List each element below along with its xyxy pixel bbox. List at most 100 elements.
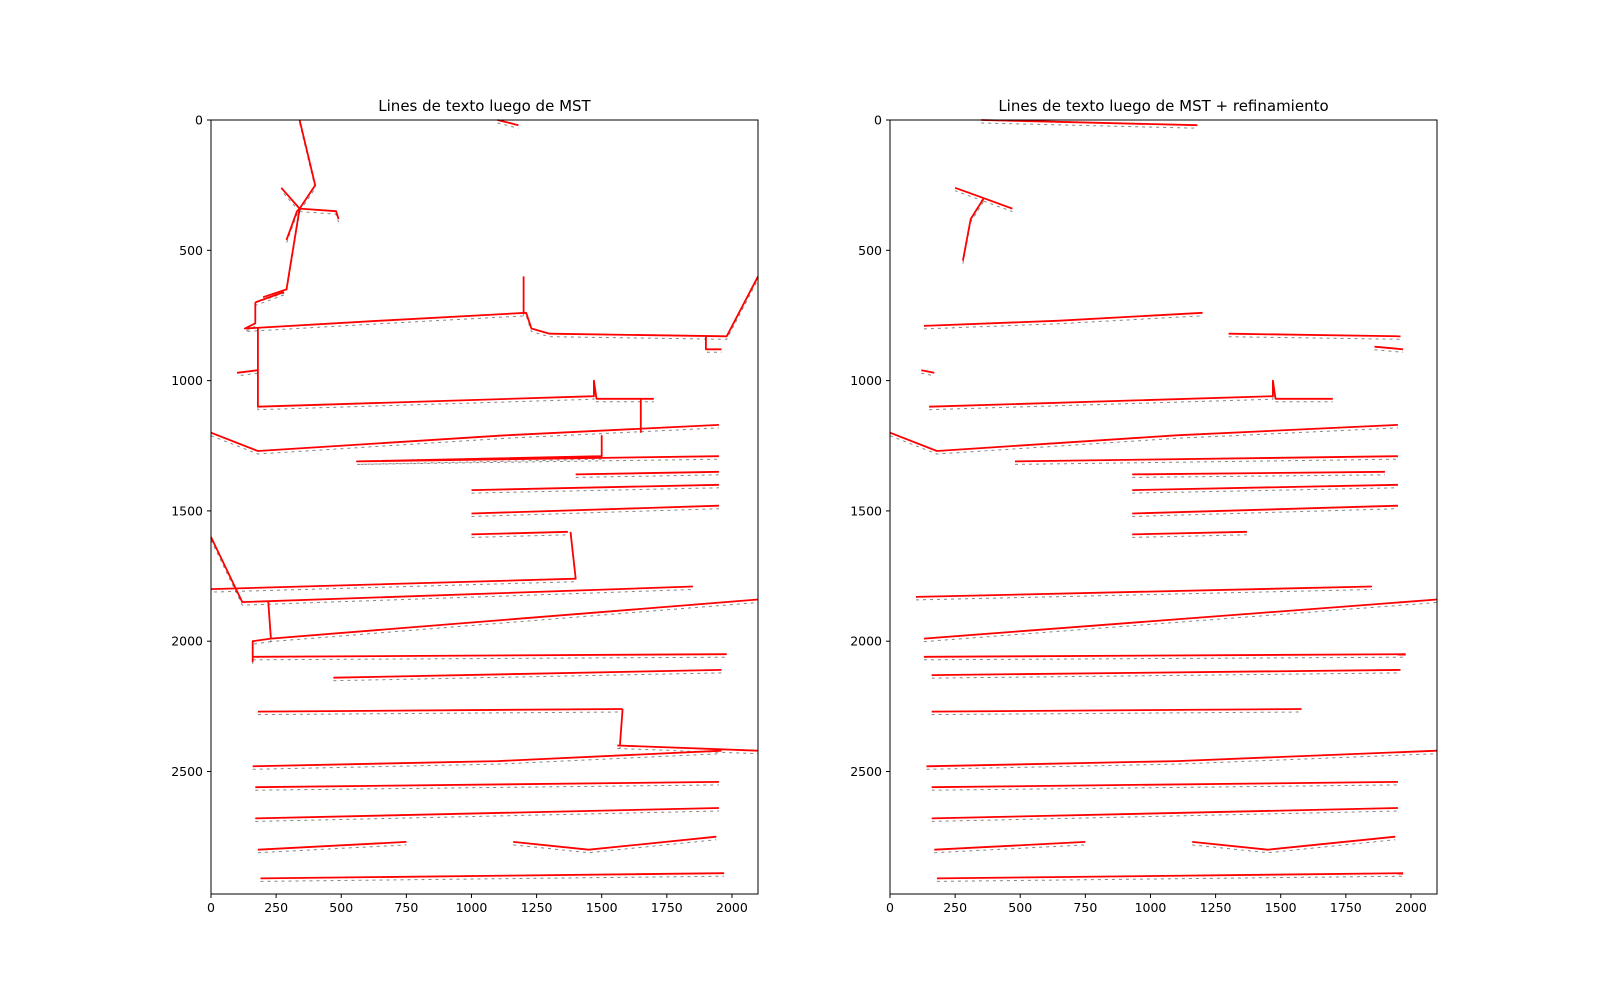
text-line-segment [934, 841, 1086, 851]
y-tick-label: 1500 [171, 503, 203, 518]
chart-panel-2: Lines de texto luego de MST + refinamien… [850, 97, 1438, 915]
handwriting-stroke [255, 810, 719, 822]
y-tick-label: 1500 [850, 503, 882, 518]
y-tick-label: 2000 [171, 634, 203, 649]
handwriting-stroke [575, 474, 719, 478]
text-line-segment [1132, 504, 1398, 515]
y-tick-label: 2500 [850, 764, 882, 779]
handwriting-stroke [1132, 487, 1398, 494]
text-line-segment [931, 807, 1398, 820]
handwriting-stroke [954, 190, 984, 202]
text-line-segment [262, 208, 301, 299]
handwriting-stroke [981, 122, 1198, 129]
handwriting-stroke [983, 200, 1013, 213]
handwriting-stroke [260, 875, 725, 882]
x-tick-label: 1250 [1200, 900, 1232, 915]
chart-title: Lines de texto luego de MST + refinamien… [998, 97, 1328, 115]
y-tick-label: 500 [858, 243, 882, 258]
text-line-segment [926, 749, 1438, 768]
text-line-segment [255, 781, 719, 789]
handwriting-stroke [931, 784, 1398, 791]
handwriting-stroke [931, 810, 1398, 822]
x-tick-label: 1500 [586, 900, 618, 915]
x-tick-label: 750 [1073, 900, 1097, 915]
text-line-segment [257, 841, 407, 851]
text-line-segment [1374, 345, 1404, 351]
handwriting-stroke [1014, 458, 1398, 465]
x-tick-label: 1500 [1265, 900, 1297, 915]
handwriting-stroke [931, 672, 1401, 679]
y-tick-label: 0 [195, 113, 203, 128]
text-line-segment [1014, 455, 1398, 463]
text-line-segment [210, 424, 719, 452]
handwriting-stroke [280, 190, 300, 212]
handwriting-stroke [921, 372, 935, 377]
x-tick-label: 1750 [1330, 900, 1362, 915]
text-line-segment [575, 470, 719, 476]
text-line-segment [251, 637, 272, 663]
x-tick-label: 1000 [456, 900, 488, 915]
x-tick-label: 250 [264, 900, 288, 915]
handwriting-stroke [255, 294, 285, 306]
text-line-segment [915, 585, 1372, 598]
handwriting-stroke [471, 534, 568, 538]
text-line-segment [497, 119, 519, 127]
text-line-segment [299, 207, 340, 220]
y-tick-label: 1000 [171, 373, 203, 388]
handwriting-stroke [210, 539, 693, 606]
x-tick-label: 1750 [651, 900, 683, 915]
text-line-segment [280, 187, 301, 210]
x-tick-label: 750 [394, 900, 418, 915]
chart-panel-1: Lines de texto luego de MST 0 250 500 750 100… [171, 97, 759, 915]
text-line-segment [923, 311, 1203, 327]
text-line-segment [255, 807, 719, 820]
handwriting-stroke [931, 711, 1302, 716]
text-line-segment [252, 749, 722, 768]
text-line-segment [355, 435, 719, 463]
text-line-segment [954, 186, 985, 200]
text-line-segment [471, 530, 568, 536]
text-line-segment [619, 708, 624, 746]
handwriting-stroke [333, 672, 722, 682]
text-line-segment [513, 835, 717, 851]
handwriting-stroke [1132, 534, 1247, 538]
axes-frame [889, 119, 1438, 895]
text-line-segment [617, 744, 759, 752]
text-line-segment [929, 379, 1333, 408]
handwriting-stroke [705, 339, 722, 353]
text-line-segment [705, 336, 722, 351]
x-tick-label: 0 [207, 900, 215, 915]
axes-frame [210, 119, 759, 895]
handwriting-stroke [513, 839, 717, 854]
handwriting-stroke [1228, 336, 1401, 340]
handwriting-stroke [923, 602, 1438, 643]
y-tick-label: 2500 [171, 764, 203, 779]
handwriting-stroke [299, 211, 340, 223]
text-line-segment [256, 370, 654, 408]
text-line-segment [1228, 332, 1401, 338]
text-line-segment [1132, 483, 1398, 491]
handwriting-stroke [934, 844, 1086, 854]
text-line-segment [923, 598, 1438, 640]
y-tick-label: 0 [874, 113, 882, 128]
handwriting-stroke [1192, 839, 1396, 854]
handwriting-stroke [1374, 349, 1404, 353]
text-line-segment [889, 424, 1398, 452]
x-tick-label: 250 [943, 900, 967, 915]
handwriting-stroke [257, 711, 623, 716]
text-line-segment [931, 708, 1302, 713]
text-line-segment [923, 653, 1406, 658]
text-line-segment [210, 536, 693, 603]
text-line-segment [981, 119, 1198, 127]
x-tick-label: 500 [1008, 900, 1032, 915]
x-tick-label: 500 [329, 900, 353, 915]
text-line-segment [257, 708, 623, 713]
handwriting-stroke [889, 427, 1398, 455]
text-line-segment [1192, 835, 1396, 851]
x-tick-label: 1000 [1135, 900, 1167, 915]
text-line-segment [260, 872, 725, 880]
text-line-segment [936, 872, 1404, 880]
handwriting-stroke [923, 315, 1203, 330]
x-tick-label: 2000 [716, 900, 748, 915]
